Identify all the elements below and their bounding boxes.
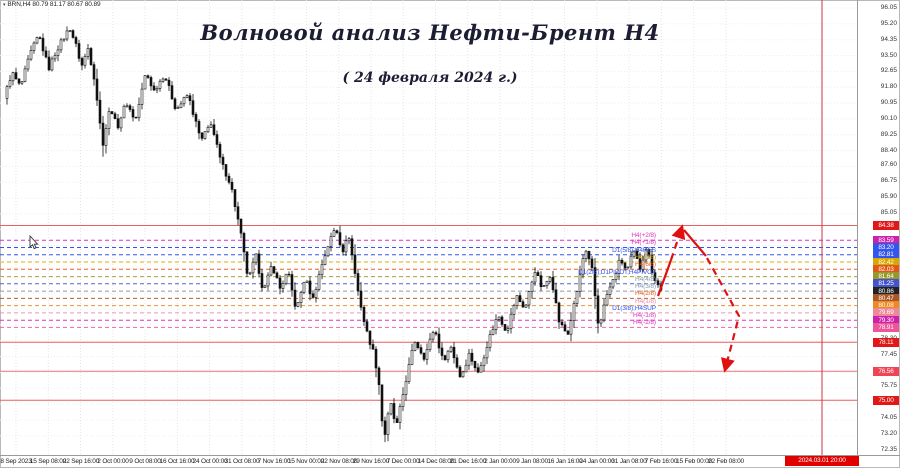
time-axis-label: 2 Jan 00:00 <box>484 458 516 465</box>
level-label: H4(4/8) <box>635 276 656 283</box>
price-axis-label: 77.45 <box>880 351 897 358</box>
level-label: H4(+1/8) <box>631 239 656 246</box>
time-axis-label: 22 Feb 08:00 <box>708 458 744 465</box>
price-level-tag: 81.25 <box>873 279 899 288</box>
level-label: H4(7/8) <box>635 254 656 261</box>
time-axis-label: 22 Sep 16:00 <box>62 458 100 465</box>
level-label: H4(6/8) <box>635 261 656 268</box>
price-level-tag: 81.64 <box>873 272 899 281</box>
symbol-ohlc-text: BRN,H4 80.79 81.17 80.67 80.89 <box>7 1 101 8</box>
time-axis-label: 16 Jan 16:00 <box>547 458 583 465</box>
time-axis-label: 7 Feb 16:00 <box>644 458 678 465</box>
price-axis-label: 96.05 <box>880 4 897 11</box>
level-label: D1(2/8);D1PIVOT;H4PIVOT <box>578 269 656 276</box>
price-axis-label: 87.60 <box>880 161 897 168</box>
level-label: H4(-1/8) <box>632 312 656 319</box>
price-axis-label: 85.90 <box>880 193 897 200</box>
time-axis-label: 31 Jan 08:00 <box>611 458 647 465</box>
chart-subtitle: ( 24 февраля 2024 г.) <box>342 70 518 86</box>
time-axis-label: 7 Nov 16:00 <box>257 458 291 465</box>
symbol-dropdown-icon[interactable]: ▾ <box>3 2 6 8</box>
symbol-ohlc-info[interactable]: ▾ BRN,H4 80.79 81.17 80.67 80.89 <box>3 1 101 8</box>
grid-lines <box>0 0 900 456</box>
price-level-tag: 80.86 <box>873 287 899 296</box>
price-axis-label: 86.75 <box>880 177 897 184</box>
price-level-tag: 82.42 <box>873 258 899 267</box>
time-axis-label: 31 Oct 08:00 <box>224 458 260 465</box>
candlesticks <box>5 26 663 443</box>
mouse-cursor-icon <box>29 234 39 250</box>
price-level-tag: 75.00 <box>873 396 899 405</box>
annotations-layer <box>656 0 823 455</box>
time-axis-label: 15 Sep 08:00 <box>29 458 67 465</box>
time-axis-label: 9 Oct 08:00 <box>129 458 161 465</box>
price-level-tag: 80.08 <box>873 301 899 310</box>
price-axis-label: 90.10 <box>880 115 897 122</box>
price-axis-label: 88.40 <box>880 147 897 154</box>
level-label: D1(3/8);H4SUP <box>612 305 656 312</box>
price-axis-label: 90.95 <box>880 99 897 106</box>
price-axis-label: 85.05 <box>880 209 897 216</box>
time-axis-label: 2 Oct 00:00 <box>97 458 129 465</box>
price-axis-label: 92.65 <box>880 67 897 74</box>
time-axis-label: 15 Nov 00:00 <box>287 458 325 465</box>
price-level-tag: 78.11 <box>873 338 899 347</box>
price-level-tag: 84.38 <box>873 221 899 230</box>
time-axis-label: 9 Jan 08:00 <box>516 458 548 465</box>
price-level-tag: 79.69 <box>873 308 899 317</box>
chart-title: Волновой анализ Нефти-Брент Н4 <box>200 20 660 45</box>
highlighted-date-tag: 2024.03.01 20:00 <box>785 456 859 466</box>
time-axis-label: 24 Oct 00:00 <box>192 458 228 465</box>
time-axis-label: 8 Sep 2023 <box>0 458 32 465</box>
price-axis-label: 73.20 <box>880 430 897 437</box>
level-label: D1(5/8);H4RES <box>612 247 656 254</box>
price-level-tag: 78.91 <box>873 323 899 332</box>
level-label: H4(2/8) <box>635 290 656 297</box>
time-axis-label: 7 Dec 00:00 <box>386 458 420 465</box>
time-axis-label: 24 Jan 00:00 <box>579 458 615 465</box>
price-level-tag: 83.59 <box>873 236 899 245</box>
price-axis-label: 75.75 <box>880 382 897 389</box>
price-level-tag: 76.56 <box>873 367 899 376</box>
level-label: H4(3/8) <box>635 283 656 290</box>
price-axis-label: 94.35 <box>880 36 897 43</box>
time-axis-label: 14 Dec 08:00 <box>417 458 455 465</box>
price-axis-label: 93.50 <box>880 52 897 59</box>
time-axis-label: 21 Dec 16:00 <box>449 458 487 465</box>
level-label: H4(+2/8) <box>631 232 656 239</box>
price-axis-label: 72.35 <box>880 446 897 453</box>
level-lines <box>0 225 857 401</box>
price-level-tag: 82.03 <box>873 265 899 274</box>
price-level-tag: 82.81 <box>873 250 899 259</box>
price-level-tag: 80.47 <box>873 294 899 303</box>
price-axis-label: 74.05 <box>880 414 897 421</box>
level-label: H4(-2/8) <box>632 319 656 326</box>
price-axis-label: 95.20 <box>880 20 897 27</box>
time-axis-label: 29 Nov 16:00 <box>352 458 390 465</box>
time-axis-label: 15 Feb 00:00 <box>676 458 712 465</box>
time-axis-label: 22 Nov 08:00 <box>320 458 358 465</box>
price-axis-label: 89.25 <box>880 131 897 138</box>
price-level-tag: 83.20 <box>873 243 899 252</box>
price-level-tag: 79.30 <box>873 316 899 325</box>
price-axis-label: 91.80 <box>880 83 897 90</box>
level-label: H4(1/8) <box>635 298 656 305</box>
time-axis-label: 16 Oct 16:00 <box>159 458 195 465</box>
